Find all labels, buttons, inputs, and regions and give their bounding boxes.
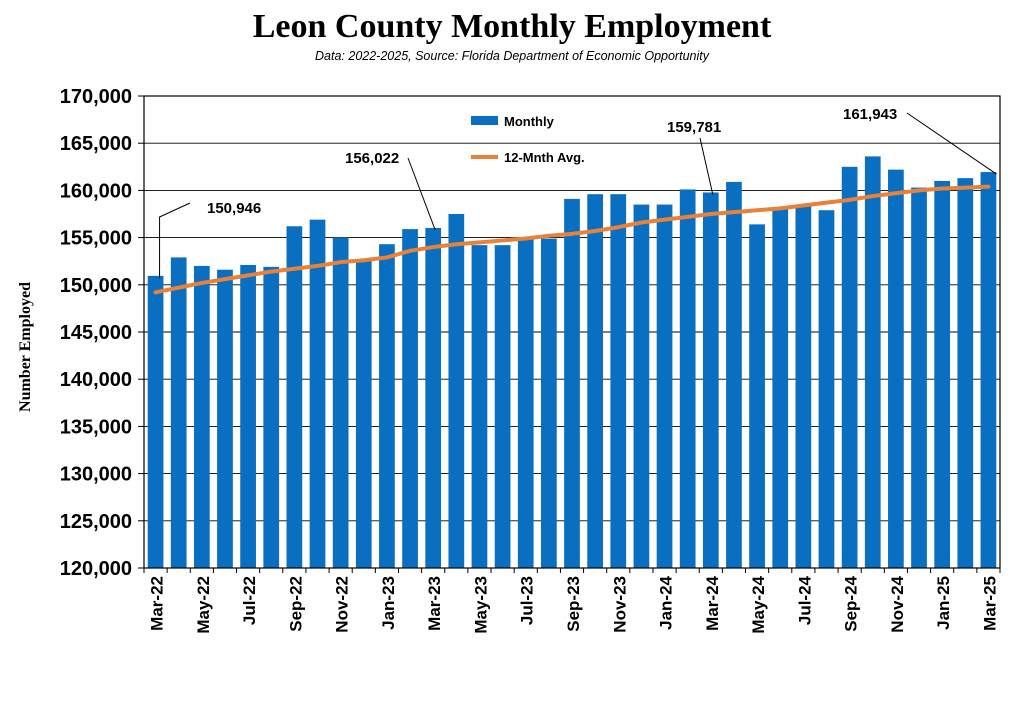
bar [749, 224, 765, 568]
bar [193, 265, 210, 568]
x-tick-label: Mar-24 [703, 575, 722, 630]
bar [633, 204, 650, 568]
bar [471, 245, 488, 569]
bar [217, 269, 233, 568]
bar [957, 178, 974, 569]
bar [494, 245, 511, 569]
bar [934, 180, 951, 568]
y-tick-label: 170,000 [60, 86, 132, 108]
bar [702, 192, 719, 569]
annotation-label: 159,781 [667, 119, 721, 136]
x-tick-label: Jul-24 [795, 575, 814, 625]
y-tick-label: 145,000 [60, 322, 132, 344]
y-tick-label: 135,000 [60, 416, 132, 438]
annotation-leader [159, 202, 191, 278]
bar [656, 204, 673, 568]
x-tick-label: Jul-23 [518, 576, 537, 625]
annotation-label: 156,022 [345, 150, 399, 167]
annotation-label: 150,946 [207, 200, 261, 217]
bar [517, 239, 534, 568]
bar [587, 194, 604, 568]
bar [332, 237, 349, 568]
legend-label-monthly: Monthly [504, 114, 555, 129]
bars [147, 156, 997, 569]
x-tick-label: May-24 [749, 575, 768, 633]
x-tick-label: Sep-23 [564, 576, 583, 632]
legend: Monthly 12-Mnth Avg. [471, 114, 585, 165]
x-tick-label: May-23 [471, 576, 490, 634]
x-tick-label: Nov-23 [610, 576, 629, 633]
y-tick-label: 165,000 [60, 133, 132, 155]
bar [309, 219, 326, 568]
y-tick-label: 125,000 [60, 511, 132, 533]
x-tick-label: Jan-23 [379, 576, 398, 630]
chart-title: Leon County Monthly Employment [252, 8, 772, 45]
annotation-leader [699, 137, 714, 195]
bar [286, 226, 303, 568]
bar [147, 275, 164, 568]
bar [355, 260, 372, 568]
x-tick-label: Sep-22 [286, 576, 305, 632]
bar [980, 172, 997, 568]
annotation-leader [407, 157, 436, 231]
x-tick-label: May-22 [194, 576, 213, 634]
bar [425, 227, 442, 568]
y-axis-ticks: 120,000 125,000 130,000 135,000 140,000 145,0… [60, 86, 144, 580]
x-tick-label: Mar-22 [148, 576, 167, 631]
bar [402, 229, 418, 568]
chart-subtitle: Data: 2022-2025, Source: Florida Departm… [315, 49, 709, 63]
bar [911, 187, 927, 568]
bar [564, 198, 580, 568]
x-tick-label: Mar-25 [980, 576, 999, 631]
bar [864, 156, 881, 568]
legend-label-avg: 12-Mnth Avg. [504, 150, 585, 165]
annotation-leader [906, 112, 997, 175]
avg-line [153, 184, 991, 295]
y-tick-label: 120,000 [60, 558, 132, 580]
bar [818, 210, 835, 568]
bar [240, 264, 256, 568]
x-axis-ticks: Mar-22 May-22 Jul-22 Sep-22 Nov-22 Jan-23 Mar-… [143, 568, 1001, 634]
bar [170, 257, 187, 568]
bar [726, 181, 742, 569]
annotation-label: 161,943 [843, 106, 897, 123]
bar [379, 244, 395, 568]
legend-swatch-monthly [471, 116, 498, 125]
y-axis-label: Number Employed [17, 282, 34, 412]
x-tick-label: Jan-25 [934, 576, 953, 630]
bar [772, 207, 789, 568]
y-tick-label: 140,000 [60, 369, 132, 391]
bar [448, 214, 465, 568]
x-tick-label: Jan-24 [657, 575, 676, 629]
bar [679, 189, 696, 568]
y-tick-label: 150,000 [60, 275, 132, 297]
bar [888, 169, 904, 568]
x-tick-label: Nov-24 [888, 575, 907, 632]
x-tick-label: Jul-22 [240, 576, 259, 625]
bar [540, 238, 557, 568]
bar [263, 266, 280, 568]
y-tick-label: 160,000 [60, 180, 132, 202]
x-tick-label: Sep-24 [842, 575, 861, 631]
annotations: 150,946 156,022 159,781 161,943 [159, 106, 997, 278]
y-tick-label: 155,000 [60, 228, 132, 250]
bar [841, 166, 858, 569]
y-tick-label: 130,000 [60, 464, 132, 486]
bar [610, 194, 627, 568]
avg-line-series [153, 184, 991, 295]
x-tick-label: Nov-22 [333, 576, 352, 633]
bar [795, 206, 812, 568]
x-tick-label: Mar-23 [425, 576, 444, 631]
